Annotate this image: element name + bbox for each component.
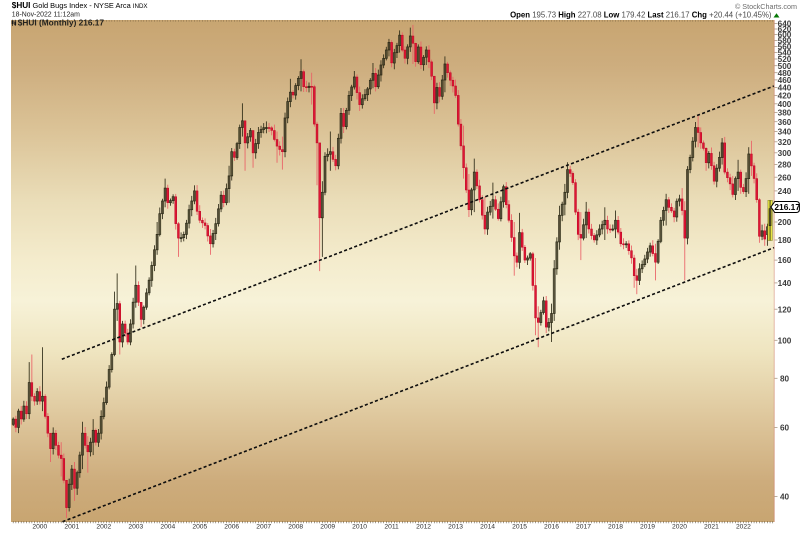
svg-text:2001: 2001: [64, 524, 79, 531]
svg-text:620: 620: [778, 25, 792, 34]
svg-text:2011: 2011: [384, 524, 399, 531]
svg-text:440: 440: [778, 84, 792, 93]
svg-text:340: 340: [778, 128, 792, 137]
svg-text:2008: 2008: [288, 524, 303, 531]
svg-text:2015: 2015: [512, 524, 527, 531]
svg-text:2019: 2019: [640, 524, 655, 531]
svg-text:2020: 2020: [672, 524, 687, 531]
svg-text:2017: 2017: [576, 524, 591, 531]
svg-text:240: 240: [778, 187, 792, 196]
svg-text:$HUI Gold Bugs Index - NYSE Ar: $HUI Gold Bugs Index - NYSE Arca INDX: [12, 1, 148, 10]
svg-text:$HUI (Monthly) 216.17: $HUI (Monthly) 216.17: [18, 17, 105, 27]
svg-text:2004: 2004: [160, 524, 175, 531]
svg-text:2021: 2021: [704, 524, 719, 531]
svg-text:540: 540: [778, 49, 792, 58]
svg-text:© StockCharts.com: © StockCharts.com: [735, 2, 797, 11]
svg-text:380: 380: [778, 109, 792, 118]
svg-text:Open 195.73 High 227.08 Low 17: Open 195.73 High 227.08 Low 179.42 Last …: [510, 11, 772, 20]
svg-text:2002: 2002: [96, 524, 111, 531]
svg-text:2010: 2010: [352, 524, 367, 531]
svg-text:216.17: 216.17: [774, 202, 800, 212]
svg-text:2012: 2012: [416, 524, 431, 531]
svg-text:2022: 2022: [736, 524, 751, 531]
svg-text:2009: 2009: [320, 524, 335, 531]
svg-text:320: 320: [778, 138, 792, 147]
svg-text:2003: 2003: [128, 524, 143, 531]
svg-text:500: 500: [778, 62, 792, 71]
svg-text:360: 360: [778, 118, 792, 127]
svg-text:2005: 2005: [192, 524, 207, 531]
svg-text:2006: 2006: [224, 524, 239, 531]
svg-text:200: 200: [778, 218, 792, 227]
svg-text:460: 460: [778, 76, 792, 85]
svg-text:2013: 2013: [448, 524, 463, 531]
svg-text:2016: 2016: [544, 524, 559, 531]
svg-text:640: 640: [778, 20, 792, 29]
svg-text:560: 560: [778, 43, 792, 52]
svg-text:160: 160: [778, 256, 792, 265]
svg-text:120: 120: [778, 305, 792, 314]
svg-text:18-Nov-2022 11:12am: 18-Nov-2022 11:12am: [12, 11, 80, 18]
svg-text:400: 400: [778, 100, 792, 109]
svg-text:420: 420: [778, 92, 792, 101]
svg-text:180: 180: [778, 236, 792, 245]
svg-text:2014: 2014: [480, 524, 495, 531]
svg-text:100: 100: [778, 336, 792, 345]
svg-text:520: 520: [778, 55, 792, 64]
svg-text:300: 300: [778, 149, 792, 158]
svg-text:140: 140: [778, 279, 792, 288]
svg-text:80: 80: [780, 374, 790, 383]
svg-text:40: 40: [780, 493, 790, 502]
svg-text:280: 280: [778, 161, 792, 170]
svg-text:480: 480: [778, 69, 792, 78]
svg-text:260: 260: [778, 173, 792, 182]
svg-text:60: 60: [780, 424, 790, 433]
svg-text:2018: 2018: [608, 524, 623, 531]
svg-text:2007: 2007: [256, 524, 271, 531]
svg-text:2000: 2000: [32, 524, 47, 531]
svg-text:580: 580: [778, 37, 792, 46]
svg-text:600: 600: [778, 31, 792, 40]
